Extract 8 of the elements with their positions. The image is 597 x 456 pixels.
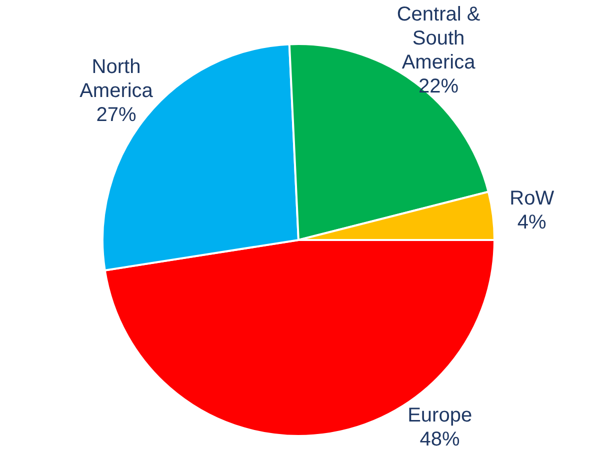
slice-label: Central & South America <box>396 4 481 74</box>
slice-label: Europe <box>408 404 472 427</box>
data-label: 22% <box>418 76 459 98</box>
data-label: 4% <box>517 211 547 234</box>
slice-label: North America <box>80 56 154 102</box>
data-label: 27% <box>96 104 136 126</box>
slice-label: RoW <box>510 187 554 210</box>
data-label: 48% <box>420 428 460 451</box>
